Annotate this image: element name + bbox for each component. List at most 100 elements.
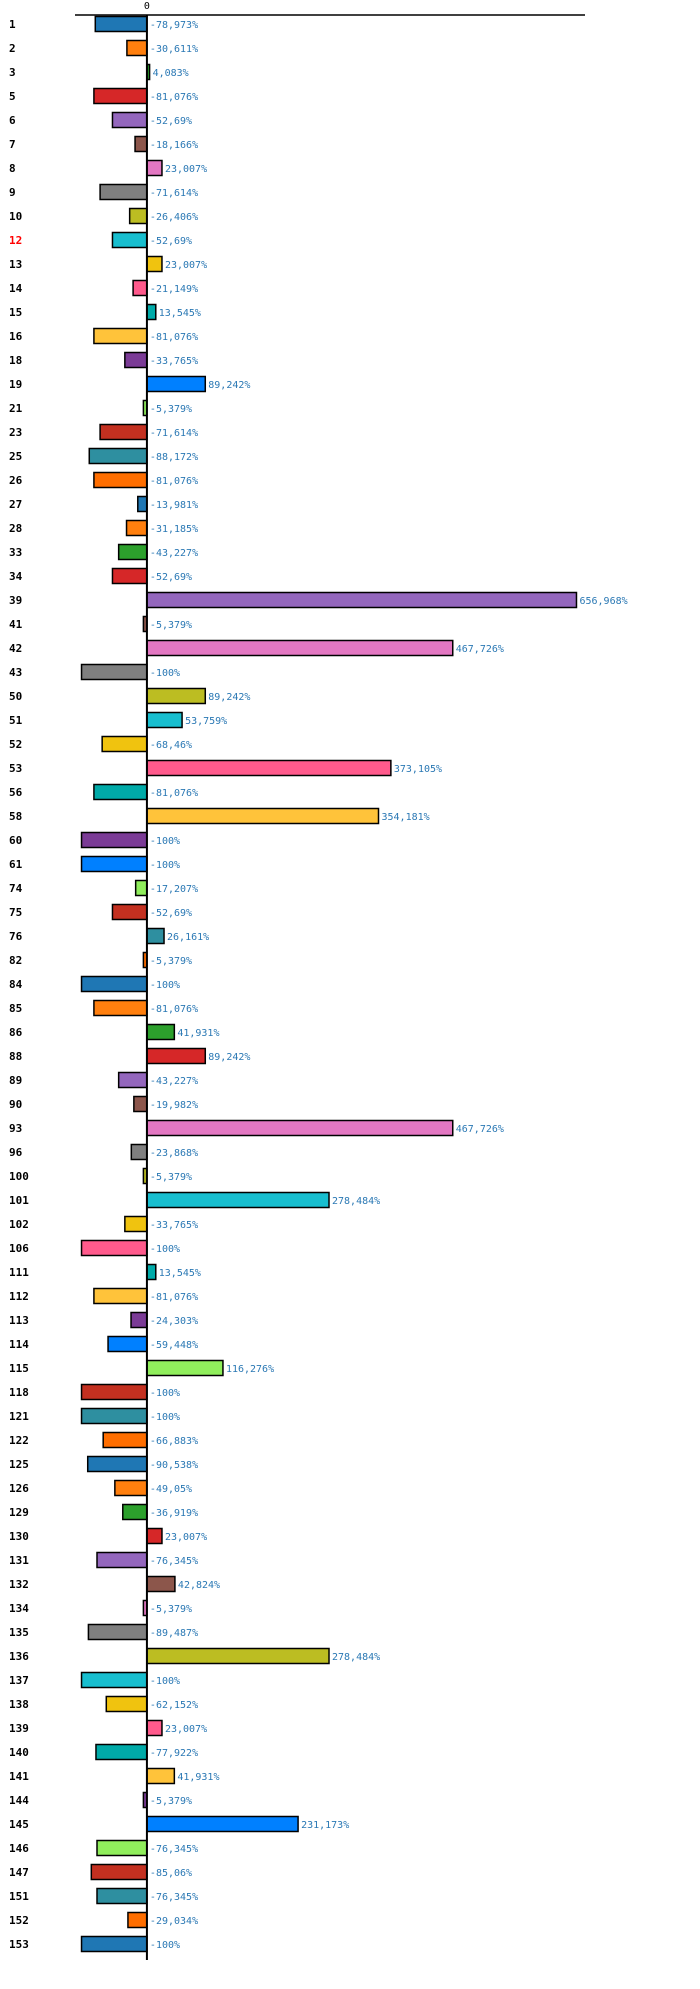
bar-row: 52 -68,46% (9, 735, 192, 753)
bar (80, 1935, 148, 1953)
bar-row: 141 41,931% (9, 1767, 219, 1785)
category-label: 134 (9, 1602, 29, 1615)
value-label: 23,007% (165, 1532, 207, 1543)
bar-row: 139 23,007% (9, 1719, 207, 1737)
category-label: 58 (9, 810, 22, 823)
category-label: 86 (9, 1026, 23, 1039)
bar-row: 132 42,824% (9, 1575, 220, 1593)
value-label: 278,484% (332, 1196, 380, 1207)
value-label: 467,726% (456, 644, 504, 655)
bar-row: 58 354,181% (9, 807, 430, 825)
value-label: -81,076% (150, 92, 198, 103)
value-label: -36,919% (150, 1508, 198, 1519)
bar-row: 13 23,007% (9, 255, 207, 273)
category-label: 88 (9, 1050, 22, 1063)
value-label: -100% (150, 836, 180, 847)
bar (146, 255, 163, 273)
bar-row: 5 -81,076% (9, 87, 198, 105)
bar (93, 87, 148, 105)
value-label: -24,303% (150, 1316, 198, 1327)
category-label: 140 (9, 1746, 29, 1759)
bar (146, 1719, 163, 1737)
bar-row: 151 -76,345% (9, 1887, 198, 1905)
bar (134, 135, 148, 153)
value-label: 42,824% (178, 1580, 220, 1591)
bar (111, 567, 148, 585)
bar-row: 51 53,759% (9, 711, 227, 729)
category-label: 102 (9, 1218, 29, 1231)
bar (94, 15, 148, 33)
value-label: 116,276% (226, 1364, 274, 1375)
bar-row: 60 -100% (9, 831, 180, 849)
bar-row: 28 -31,185% (9, 519, 198, 537)
category-label: 84 (9, 978, 23, 991)
x-tick-label-0: 0 (144, 1, 150, 12)
value-label: -5,379% (150, 956, 192, 967)
category-label: 121 (9, 1410, 29, 1423)
bar (117, 1071, 148, 1089)
bar (114, 1479, 148, 1497)
category-label: 52 (9, 738, 22, 751)
bar-row: 122 -66,883% (9, 1431, 198, 1449)
bar (80, 1239, 148, 1257)
bar-row: 125 -90,538% (9, 1455, 198, 1473)
value-label: -81,076% (150, 332, 198, 343)
value-label: -100% (150, 1412, 180, 1423)
bar (93, 999, 148, 1017)
category-label: 3 (9, 66, 16, 79)
value-label: 26,161% (167, 932, 209, 943)
bar (134, 879, 148, 897)
value-label: -17,207% (150, 884, 198, 895)
bar-row: 89 -43,227% (9, 1071, 198, 1089)
bar (146, 639, 454, 657)
category-label: 76 (9, 930, 23, 943)
bar-row: 146 -76,345% (9, 1839, 198, 1857)
category-label: 5 (9, 90, 16, 103)
category-label: 145 (9, 1818, 29, 1831)
bar-row: 113 -24,303% (9, 1311, 198, 1329)
value-label: -43,227% (150, 548, 198, 559)
bar (133, 1095, 148, 1113)
bar-row: 130 23,007% (9, 1527, 207, 1545)
category-label: 118 (9, 1386, 29, 1399)
category-label: 131 (9, 1554, 29, 1567)
bar-row: 153 -100% (9, 1935, 180, 1953)
value-label: -5,379% (150, 620, 192, 631)
bar-row: 50 89,242% (9, 687, 250, 705)
bar-row: 23 -71,614% (9, 423, 198, 441)
bar (146, 1359, 224, 1377)
value-label: 89,242% (208, 692, 250, 703)
bar (146, 375, 207, 393)
category-label: 25 (9, 450, 22, 463)
category-label: 152 (9, 1914, 29, 1927)
bar (95, 1743, 148, 1761)
category-label: 146 (9, 1842, 29, 1855)
bar (102, 1431, 148, 1449)
category-label: 51 (9, 714, 23, 727)
bar-row: 8 23,007% (9, 159, 207, 177)
bar-row: 114 -59,448% (9, 1335, 198, 1353)
category-label: 27 (9, 498, 22, 511)
bar-row: 56 -81,076% (9, 783, 198, 801)
bar (107, 1335, 148, 1353)
value-label: -33,765% (150, 1220, 198, 1231)
bar (146, 1119, 454, 1137)
category-label: 34 (9, 570, 23, 583)
bar-row: 34 -52,69% (9, 567, 192, 585)
bar-row: 118 -100% (9, 1383, 180, 1401)
bar (126, 39, 148, 57)
axis-layer: 0 (75, 1, 585, 16)
bar-row: 61 -100% (9, 855, 180, 873)
category-label: 101 (9, 1194, 29, 1207)
bar-row: 9 -71,614% (9, 183, 198, 201)
value-label: 23,007% (165, 1724, 207, 1735)
bar-row: 6 -52,69% (9, 111, 192, 129)
bar-row: 96 -23,868% (9, 1143, 198, 1161)
bar-row: 26 -81,076% (9, 471, 198, 489)
value-label: -100% (150, 1940, 180, 1951)
value-label: -100% (150, 1244, 180, 1255)
bar-row: 134 -5,379% (9, 1599, 192, 1617)
value-label: -26,406% (150, 212, 198, 223)
bar-row: 100 -5,379% (9, 1167, 192, 1185)
bar-row: 15 13,545% (9, 303, 201, 321)
